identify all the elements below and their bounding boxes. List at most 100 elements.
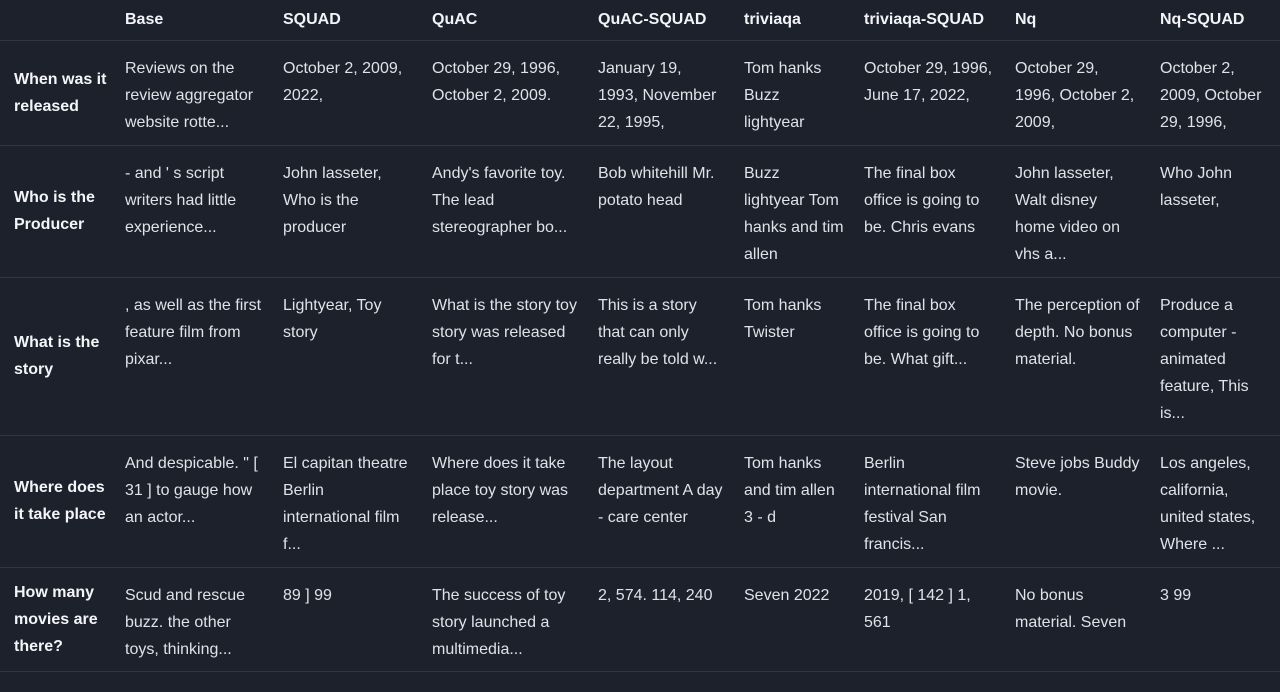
table-cell: October 2, 2009, October 29, 1996, — [1150, 39, 1280, 145]
cell-text: Steve jobs Buddy movie. — [1015, 454, 1140, 499]
header-label: QuAC — [432, 11, 478, 28]
row-question-label: Who is the Producer — [14, 189, 95, 233]
table-cell: Lightyear, Toy story — [273, 276, 422, 435]
header-cell-nq-squad: Nq-SQUAD — [1150, 0, 1280, 40]
cell-text: 2, 574. 114, 240 — [598, 586, 713, 604]
table-cell: Buzz lightyear Tom hanks and tim allen — [734, 144, 854, 277]
table-cell: The final box office is going to be. Wha… — [854, 276, 1005, 435]
header-cell-quac-squad: QuAC-SQUAD — [588, 0, 734, 40]
header-cell-squad: SQUAD — [273, 0, 422, 40]
table-cell: The perception of depth. No bonus materi… — [1005, 276, 1150, 435]
cell-text: Berlin international film festival San f… — [864, 454, 981, 553]
cell-text: John lasseter, Walt disney home video on… — [1015, 164, 1120, 263]
cell-text: El capitan theatre Berlin international … — [283, 454, 408, 553]
cell-text: John lasseter, Who is the producer — [283, 164, 382, 236]
header-label: triviaqa-SQUAD — [864, 11, 985, 28]
row-question: Who is the Producer — [0, 144, 115, 277]
row-question-label: What is the story — [14, 334, 100, 378]
cell-text: No bonus material. Seven — [1015, 586, 1127, 631]
row-question: Where does it take place — [0, 434, 115, 567]
table-cell: 2, 574. 114, 240 — [588, 566, 734, 672]
table-cell: John lasseter, Walt disney home video on… — [1005, 144, 1150, 277]
row-question: When was it released — [0, 39, 115, 145]
cell-text: October 2, 2009, October 29, 1996, — [1160, 59, 1262, 131]
cell-text: Andy's favorite toy. The lead stereograp… — [432, 164, 568, 236]
table-header: Base SQUAD QuAC QuAC-SQUAD triviaqa triv… — [0, 0, 1280, 40]
row-question-label: When was it released — [14, 70, 107, 115]
table-cell: Bob whitehill Mr. potato head — [588, 144, 734, 277]
table-cell: Reviews on the review aggregator website… — [115, 39, 273, 145]
table-cell: , as well as the first feature film from… — [115, 276, 273, 435]
cell-text: The final box office is going to be. Wha… — [864, 296, 980, 368]
table-cell: Where does it take place toy story was r… — [422, 434, 588, 567]
cell-text: - and ' s script writers had little expe… — [125, 164, 237, 236]
header-cell-triviaqa-squad: triviaqa-SQUAD — [854, 0, 1005, 40]
table-cell: Berlin international film festival San f… — [854, 434, 1005, 567]
table-cell: October 29, 1996, October 2, 2009, — [1005, 39, 1150, 145]
table-cell: Tom hanks Twister — [734, 276, 854, 435]
table-cell: Scud and rescue buzz. the other toys, th… — [115, 566, 273, 672]
table-body: When was it released Reviews on the revi… — [0, 39, 1280, 672]
cell-text: Tom hanks Buzz lightyear — [744, 59, 822, 131]
table-row: When was it released Reviews on the revi… — [0, 39, 1280, 145]
cell-text: 3 99 — [1160, 586, 1192, 604]
header-cell-triviaqa: triviaqa — [734, 0, 854, 40]
header-cell-nq: Nq — [1005, 0, 1150, 40]
cell-text: And despicable. " [ 31 ] to gauge how an… — [125, 454, 258, 526]
results-table: Base SQUAD QuAC QuAC-SQUAD triviaqa triv… — [0, 0, 1280, 672]
table-cell: Seven 2022 — [734, 566, 854, 672]
cell-text: , as well as the first feature film from… — [125, 296, 262, 368]
header-label: triviaqa — [744, 11, 801, 28]
cell-text: This is a story that can only really be … — [598, 296, 718, 368]
table-cell: Andy's favorite toy. The lead stereograp… — [422, 144, 588, 277]
table-cell: October 2, 2009, 2022, — [273, 39, 422, 145]
cell-text: Scud and rescue buzz. the other toys, th… — [125, 586, 246, 658]
row-question: How many movies are there? — [0, 566, 115, 672]
table-cell: 89 ] 99 — [273, 566, 422, 672]
table-cell: No bonus material. Seven — [1005, 566, 1150, 672]
table-cell: 3 99 — [1150, 566, 1280, 672]
cell-text: October 2, 2009, 2022, — [283, 59, 403, 104]
header-label: SQUAD — [283, 11, 341, 28]
cell-text: The perception of depth. No bonus materi… — [1015, 296, 1140, 368]
cell-text: 89 ] 99 — [283, 586, 332, 604]
header-cell-quac: QuAC — [422, 0, 588, 40]
cell-text: Who John lasseter, — [1160, 164, 1233, 209]
cell-text: The success of toy story launched a mult… — [432, 586, 566, 658]
table-row: What is the story , as well as the first… — [0, 276, 1280, 435]
header-cell-base: Base — [115, 0, 273, 40]
table-row: Where does it take place And despicable.… — [0, 434, 1280, 567]
header-cell-question — [0, 0, 115, 40]
cell-text: October 29, 1996, October 2, 2009, — [1015, 59, 1135, 131]
table-cell: John lasseter, Who is the producer — [273, 144, 422, 277]
cell-text: Bob whitehill Mr. potato head — [598, 164, 715, 209]
header-label: Nq-SQUAD — [1160, 11, 1245, 28]
cell-text: Reviews on the review aggregator website… — [125, 59, 254, 131]
cell-text: Los angeles, california, united states, … — [1160, 454, 1256, 553]
table-row: Who is the Producer - and ' s script wri… — [0, 144, 1280, 277]
table-cell: Los angeles, california, united states, … — [1150, 434, 1280, 567]
table-cell: Who John lasseter, — [1150, 144, 1280, 277]
cell-text: Where does it take place toy story was r… — [432, 454, 569, 526]
table-cell: What is the story toy story was released… — [422, 276, 588, 435]
cell-text: 2019, [ 142 ] 1, 561 — [864, 586, 971, 631]
table-cell: October 29, 1996, June 17, 2022, — [854, 39, 1005, 145]
table-cell: January 19, 1993, November 22, 1995, — [588, 39, 734, 145]
cell-text: Tom hanks and tim allen 3 - d — [744, 454, 835, 526]
header-row: Base SQUAD QuAC QuAC-SQUAD triviaqa triv… — [0, 0, 1280, 40]
table-cell: Tom hanks and tim allen 3 - d — [734, 434, 854, 567]
table-cell: The final box office is going to be. Chr… — [854, 144, 1005, 277]
row-question-label: Where does it take place — [14, 479, 106, 523]
cell-text: October 29, 1996, October 2, 2009. — [432, 59, 561, 104]
cell-text: Produce a computer - animated feature, T… — [1160, 296, 1249, 422]
table-cell: And despicable. " [ 31 ] to gauge how an… — [115, 434, 273, 567]
table-cell: - and ' s script writers had little expe… — [115, 144, 273, 277]
header-label: Nq — [1015, 11, 1037, 28]
cell-text: Buzz lightyear Tom hanks and tim allen — [744, 164, 844, 263]
cell-text: The final box office is going to be. Chr… — [864, 164, 980, 236]
table-cell: October 29, 1996, October 2, 2009. — [422, 39, 588, 145]
row-question: What is the story — [0, 276, 115, 435]
row-question-label: How many movies are there? — [14, 583, 98, 655]
table-row: How many movies are there? Scud and resc… — [0, 566, 1280, 672]
